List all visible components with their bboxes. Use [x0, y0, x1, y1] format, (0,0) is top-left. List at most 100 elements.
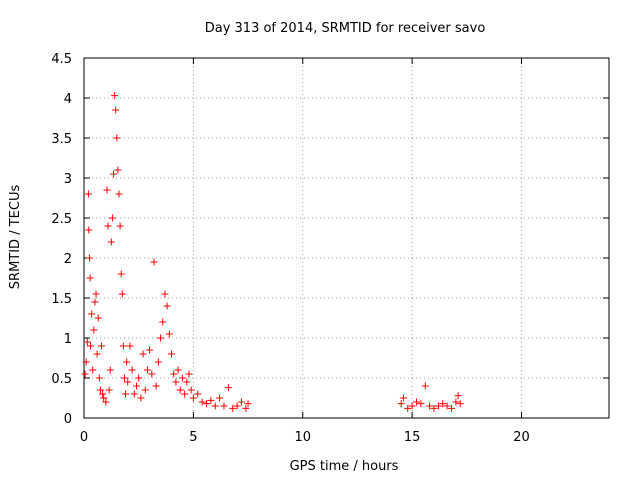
- data-point: [81, 370, 89, 378]
- data-point: [170, 370, 178, 378]
- data-point: [426, 402, 434, 410]
- data-point: [163, 302, 171, 310]
- data-point: [421, 382, 429, 390]
- data-point: [211, 402, 219, 410]
- data-point: [94, 314, 102, 322]
- data-point: [100, 394, 108, 402]
- data-point: [104, 222, 112, 230]
- data-point: [220, 402, 228, 410]
- data-point: [176, 386, 184, 394]
- data-point: [111, 92, 119, 100]
- data-point: [118, 290, 126, 298]
- data-point: [224, 384, 232, 392]
- data-point: [95, 374, 103, 382]
- data-point: [413, 398, 420, 406]
- data-point: [93, 350, 101, 358]
- data-point: [96, 386, 104, 394]
- data-point: [157, 334, 165, 342]
- data-point: [229, 404, 237, 412]
- data-point: [135, 374, 143, 382]
- data-point: [203, 400, 210, 408]
- data-point: [448, 404, 455, 412]
- data-point: [150, 258, 158, 266]
- data-point: [161, 290, 169, 298]
- data-point: [133, 382, 140, 390]
- y-tick-label: 3: [64, 172, 72, 187]
- x-tick-label: 20: [513, 430, 530, 445]
- x-tick-label: 5: [189, 430, 197, 445]
- data-point: [116, 222, 124, 230]
- data-point: [112, 106, 120, 114]
- data-point: [83, 338, 91, 346]
- data-point: [85, 226, 93, 234]
- data-point: [194, 390, 202, 398]
- data-point: [114, 166, 122, 174]
- x-axis-label: GPS time / hours: [290, 459, 399, 474]
- data-point: [143, 366, 151, 374]
- data-point: [91, 298, 99, 306]
- data-point: [216, 394, 224, 402]
- chart-title: Day 313 of 2014, SRMTID for receiver sav…: [205, 21, 486, 36]
- x-tick-label: 10: [294, 430, 311, 445]
- data-point: [110, 170, 118, 178]
- data-point: [152, 382, 160, 390]
- data-point: [122, 390, 130, 398]
- data-point: [119, 342, 127, 350]
- y-tick-label: 1.5: [51, 292, 72, 307]
- data-point: [154, 358, 162, 366]
- data-point: [443, 402, 451, 410]
- tick-layer: 0 0.5 1 1.5 2 2.5 3 3.5 4 4.5 0 5 10 15 20: [51, 52, 609, 445]
- grid-layer: [84, 58, 609, 418]
- x-tick-label: 0: [80, 430, 88, 445]
- points-layer: [81, 92, 464, 412]
- y-tick-label: 0: [64, 412, 72, 427]
- data-point: [85, 254, 93, 262]
- data-point: [128, 366, 136, 374]
- data-point: [439, 400, 447, 408]
- data-point: [92, 290, 100, 298]
- data-point: [244, 400, 252, 408]
- data-point: [87, 342, 95, 350]
- data-point: [430, 404, 438, 412]
- data-point: [189, 394, 197, 402]
- data-point: [198, 398, 206, 406]
- data-point: [452, 398, 460, 406]
- data-point: [399, 394, 407, 402]
- data-point: [120, 374, 128, 382]
- data-point: [417, 400, 425, 408]
- data-point: [434, 402, 442, 410]
- data-point: [238, 398, 245, 406]
- data-point: [168, 350, 175, 358]
- data-point: [102, 398, 110, 406]
- data-point: [88, 310, 96, 318]
- data-point: [117, 270, 125, 278]
- data-point: [137, 394, 145, 402]
- data-point: [183, 378, 191, 386]
- data-point: [178, 374, 186, 382]
- data-point: [159, 318, 167, 326]
- data-point: [146, 346, 154, 354]
- data-point: [139, 350, 147, 358]
- data-point: [106, 366, 114, 374]
- data-point: [113, 134, 121, 142]
- y-tick-label: 3.5: [51, 132, 72, 147]
- y-tick-label: 4: [64, 92, 72, 107]
- data-point: [86, 274, 94, 282]
- data-point: [107, 238, 115, 246]
- data-point: [187, 386, 195, 394]
- data-point: [181, 390, 189, 398]
- data-point: [90, 326, 98, 334]
- y-tick-label: 0.5: [51, 372, 72, 387]
- data-point: [124, 378, 132, 386]
- y-axis-label: SRMTID / TECUs: [8, 185, 23, 290]
- data-point: [404, 404, 412, 412]
- data-point: [98, 342, 105, 350]
- data-point: [84, 190, 92, 198]
- data-point: [103, 186, 111, 194]
- y-tick-label: 1: [64, 332, 72, 347]
- data-point: [174, 366, 182, 374]
- data-point: [105, 386, 113, 394]
- data-point: [99, 390, 107, 398]
